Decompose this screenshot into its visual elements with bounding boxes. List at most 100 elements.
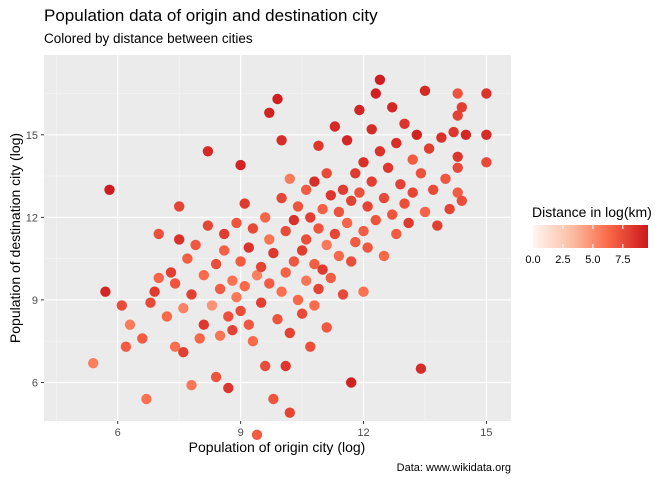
data-point [296, 245, 308, 256]
data-point [251, 270, 263, 281]
data-point [395, 179, 406, 190]
legend-color-bar [533, 225, 648, 248]
data-point [407, 187, 418, 198]
data-point [178, 303, 189, 314]
data-point [219, 245, 230, 256]
data-point [169, 278, 181, 289]
data-point [288, 256, 300, 267]
data-point [341, 217, 353, 229]
data-point [210, 371, 222, 383]
data-point [194, 333, 205, 344]
color-legend: Distance in log(km) 0.0 2.5 5.0 7.5 [525, 204, 651, 266]
data-point [243, 242, 254, 253]
data-point [309, 258, 320, 270]
y-tick-label: 15 [26, 130, 38, 142]
y-axis-title: Population of destination city (log) [7, 133, 23, 343]
data-point [219, 228, 230, 240]
data-point [264, 107, 275, 119]
data-point [403, 217, 414, 229]
data-point [411, 129, 422, 140]
data-point [452, 187, 463, 198]
data-point [358, 157, 369, 168]
x-tick-label: 9 [238, 427, 244, 439]
data-point [444, 203, 455, 215]
legend-tick-label: 7.5 [615, 254, 630, 266]
data-point [325, 272, 336, 284]
data-point [247, 336, 259, 347]
data-point [264, 278, 275, 289]
data-point [321, 322, 332, 333]
data-point [325, 190, 336, 201]
chart-caption: Data: www.wikidata.org [397, 462, 511, 474]
data-point [346, 256, 357, 267]
data-point [276, 135, 287, 146]
data-point [321, 239, 332, 251]
data-point [239, 281, 250, 292]
data-point [305, 212, 316, 223]
data-point [296, 308, 308, 319]
x-tick-label: 6 [115, 427, 121, 439]
data-point [362, 201, 373, 212]
data-point [301, 234, 312, 245]
data-point [460, 129, 472, 140]
x-tick-label: 15 [480, 427, 492, 439]
data-point [317, 264, 328, 275]
data-point [198, 270, 209, 281]
data-point [346, 195, 357, 206]
data-point [276, 192, 287, 204]
data-point [321, 168, 332, 179]
data-point [358, 225, 369, 237]
data-point [260, 360, 271, 372]
data-point [100, 286, 111, 297]
data-point [227, 325, 238, 336]
data-point [374, 74, 386, 86]
data-point [313, 223, 324, 234]
chart-subtitle: Colored by distance between cities [44, 31, 253, 46]
data-point [329, 121, 341, 132]
data-point [239, 198, 250, 209]
data-point [301, 184, 312, 195]
data-point [456, 102, 467, 113]
legend-tick-label: 2.5 [555, 254, 570, 266]
data-point [366, 176, 377, 187]
data-point [362, 242, 373, 253]
data-point [370, 214, 381, 226]
data-point [378, 192, 390, 204]
legend-tick-label: 5.0 [585, 254, 600, 266]
data-point [354, 104, 365, 116]
data-point [280, 360, 291, 372]
data-point [391, 137, 402, 149]
data-point [280, 267, 291, 278]
data-point [436, 132, 447, 143]
data-point [309, 300, 320, 311]
data-point [292, 201, 304, 212]
data-point [341, 135, 353, 146]
data-point [186, 289, 197, 300]
data-point [202, 146, 214, 157]
data-point [235, 305, 246, 317]
data-point [276, 286, 287, 297]
data-point [182, 253, 193, 264]
data-point [337, 184, 349, 195]
data-point [284, 407, 295, 418]
data-point [243, 319, 254, 330]
data-point [255, 261, 267, 273]
data-point [165, 267, 177, 278]
data-point [206, 300, 218, 311]
data-point [350, 168, 361, 179]
data-point [456, 195, 467, 206]
data-point [313, 283, 324, 295]
data-points [88, 74, 492, 440]
data-point [481, 129, 492, 140]
data-point [354, 187, 365, 198]
data-point [292, 294, 304, 306]
data-point [333, 206, 345, 218]
data-point [419, 85, 431, 97]
data-point [284, 327, 295, 339]
data-point [346, 377, 357, 388]
data-point [235, 159, 246, 171]
data-point [141, 393, 152, 405]
legend-title: Distance in log(km) [532, 204, 652, 220]
data-point [116, 300, 128, 311]
